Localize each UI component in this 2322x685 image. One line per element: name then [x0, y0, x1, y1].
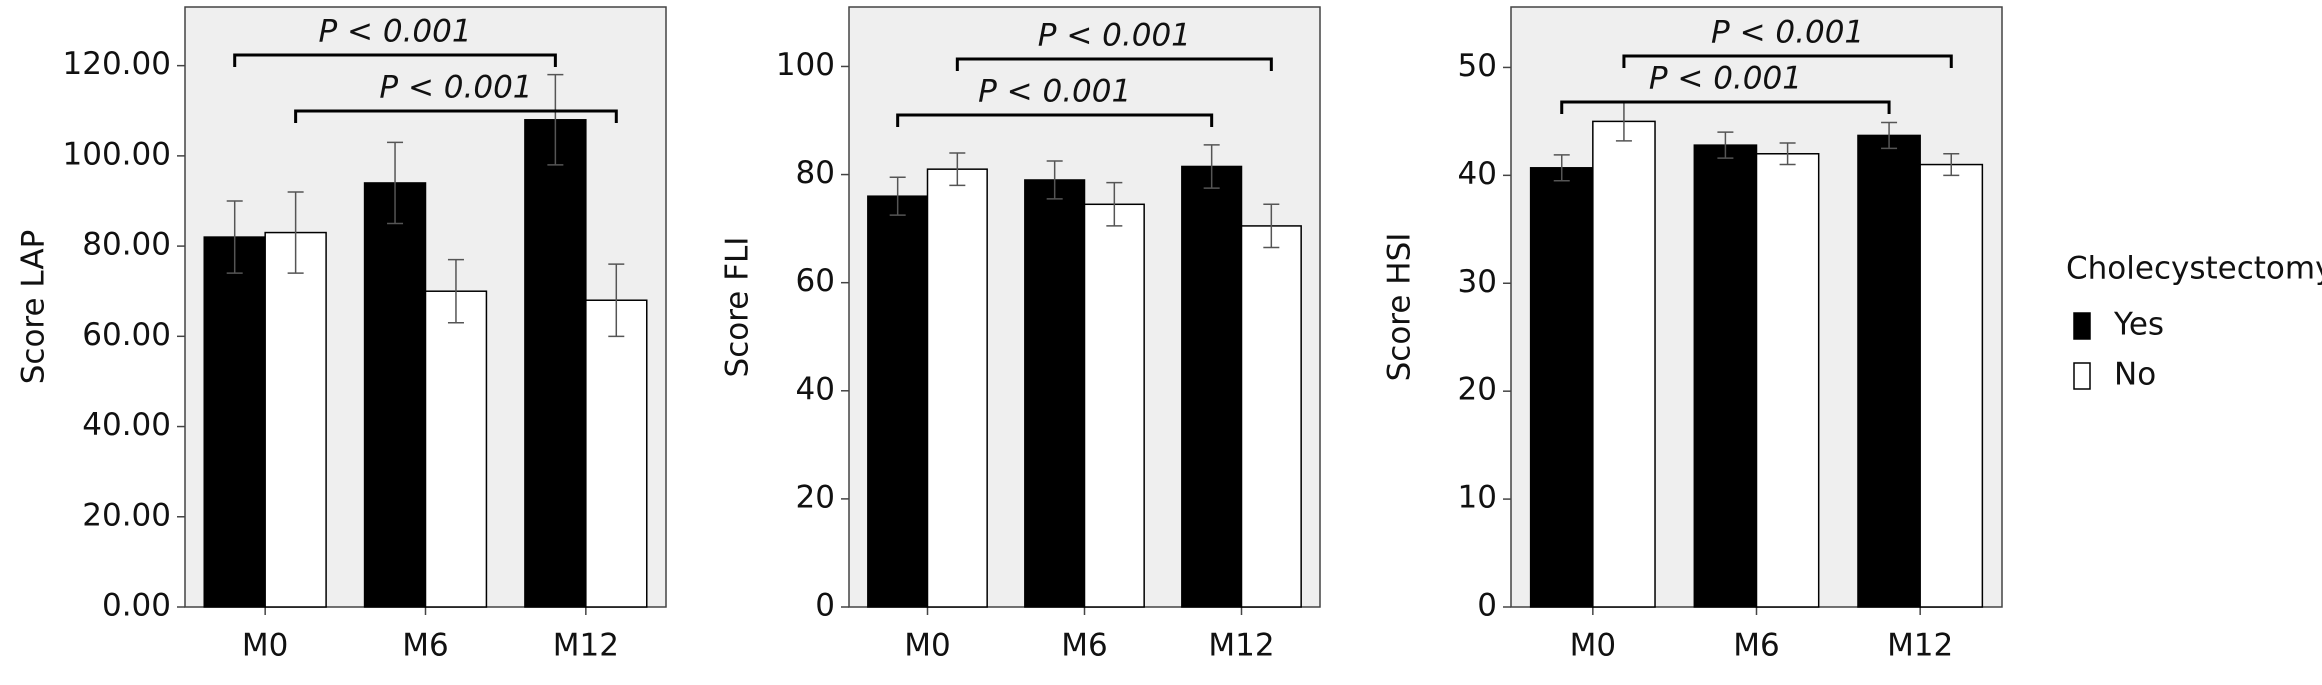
x-tick-label: M6	[1061, 628, 1107, 664]
significance-bracket	[955, 57, 1273, 71]
significance-label: P < 0.001	[379, 70, 532, 106]
x-tick-label: M0	[1570, 628, 1616, 664]
bar	[1529, 167, 1594, 608]
y-tick-label: 100	[776, 47, 835, 83]
significance-label: P < 0.001	[1711, 15, 1864, 51]
legend-label: Yes	[2113, 307, 2164, 343]
y-tick-label: 40.00	[82, 407, 171, 443]
bar	[1755, 153, 1820, 608]
y-tick-label: 40	[1458, 156, 1497, 192]
bar	[1181, 165, 1243, 608]
bar	[1592, 120, 1656, 608]
legend-swatch	[2073, 362, 2091, 390]
bar	[585, 299, 648, 608]
y-tick-label: 0.00	[102, 588, 171, 624]
legend-title: Cholecystectomy	[2066, 251, 2322, 287]
significance-label: P < 0.001	[318, 14, 471, 50]
y-tick-label: 0	[1477, 588, 1497, 624]
bar	[926, 168, 988, 608]
legend-label: No	[2114, 357, 2156, 393]
x-tick-label: M6	[1733, 628, 1779, 664]
bar	[524, 119, 587, 608]
y-tick-label: 40	[796, 371, 835, 407]
x-tick-label: M12	[553, 628, 619, 664]
x-tick-label: M12	[1208, 628, 1274, 664]
y-tick-label: 0	[815, 588, 835, 624]
y-tick-label: 50	[1458, 48, 1497, 84]
bar	[1919, 163, 1984, 608]
y-tick-label: 20	[796, 479, 835, 515]
error-bar	[889, 176, 906, 216]
y-axis-label: Score LAP	[16, 230, 52, 385]
significance-bracket	[294, 109, 618, 123]
significance-bracket	[1622, 54, 1953, 68]
y-tick-label: 20.00	[82, 497, 171, 533]
significance-label: P < 0.001	[978, 74, 1131, 110]
error-bar	[608, 263, 625, 338]
error-bar	[1717, 131, 1734, 159]
y-tick-label: 80	[796, 155, 835, 191]
significance-bracket	[1560, 100, 1891, 114]
bar	[424, 290, 488, 608]
x-tick-label: M12	[1887, 628, 1953, 664]
y-axis-label: Score HSI	[1382, 233, 1418, 382]
x-tick-label: M0	[904, 628, 950, 664]
error-bar	[287, 191, 304, 274]
y-axis-label: Score FLI	[720, 237, 756, 378]
error-bar	[949, 152, 966, 187]
y-tick-label: 20	[1458, 372, 1497, 408]
y-tick-label: 60.00	[82, 317, 171, 353]
error-bar	[1779, 142, 1796, 166]
y-tick-label: 100.00	[63, 136, 171, 172]
error-bar	[1881, 121, 1898, 150]
y-tick-label: 120.00	[63, 46, 171, 82]
error-bar	[1553, 154, 1570, 182]
error-bar	[226, 200, 243, 274]
bar	[363, 182, 427, 608]
bar	[203, 236, 266, 608]
legend-swatch	[2073, 312, 2091, 340]
bar	[867, 195, 929, 608]
significance-label: P < 0.001	[1649, 61, 1802, 97]
bar	[1083, 203, 1145, 608]
x-tick-label: M0	[242, 628, 288, 664]
x-tick-label: M6	[402, 628, 448, 664]
error-bar	[447, 258, 464, 324]
significance-label: P < 0.001	[1038, 18, 1191, 54]
bar	[264, 231, 327, 608]
y-tick-label: 30	[1458, 264, 1497, 300]
bar	[1024, 179, 1086, 608]
bar	[1857, 134, 1921, 608]
error-bar	[1203, 144, 1220, 189]
error-bar	[1046, 160, 1063, 200]
error-bar	[1263, 203, 1280, 249]
y-tick-label: 60	[796, 263, 835, 299]
significance-bracket	[233, 53, 557, 67]
error-bar	[1943, 153, 1960, 177]
error-bar	[547, 73, 564, 166]
y-tick-label: 80.00	[82, 227, 171, 263]
error-bar	[1106, 181, 1123, 227]
bar	[1693, 144, 1758, 608]
significance-bracket	[896, 113, 1214, 127]
bar	[1240, 225, 1302, 608]
y-tick-label: 10	[1458, 480, 1497, 516]
error-bar	[387, 141, 404, 225]
